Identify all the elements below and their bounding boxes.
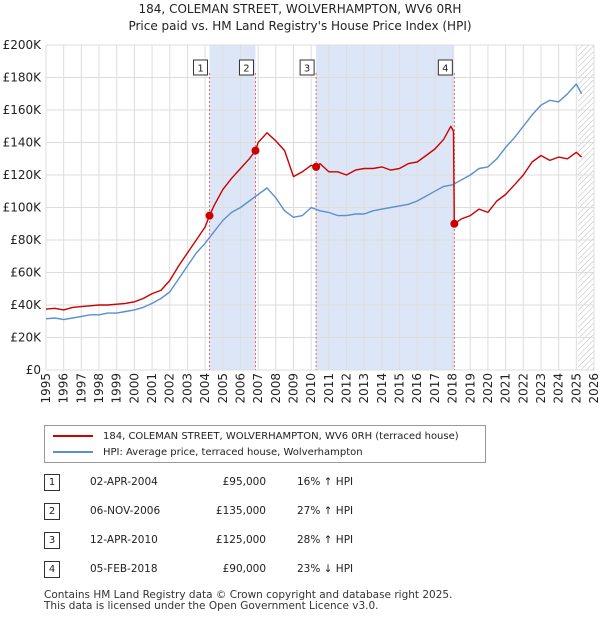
chart-title: 184, COLEMAN STREET, WOLVERHAMPTON, WV6 …	[138, 2, 462, 16]
sale-marker-label: 1	[197, 64, 203, 75]
sale-number: 4	[44, 561, 60, 578]
sale-date: 02-APR-2004	[90, 476, 158, 488]
footer: Contains HM Land Registry data © Crown c…	[44, 590, 452, 612]
sale-hpi-change: 16% ↑ HPI	[297, 476, 354, 488]
hpi-line	[45, 83, 583, 321]
sale-number: 1	[44, 474, 60, 491]
footer-copyright: Contains HM Land Registry data © Crown c…	[44, 589, 453, 601]
y-tick-label: £20K	[10, 331, 42, 345]
x-tick-label: 1998	[92, 373, 106, 404]
x-tick-label: 2025	[569, 373, 583, 404]
y-tick-label: £100K	[3, 201, 43, 215]
sale-number: 2	[44, 503, 60, 520]
y-tick-label: £0	[26, 363, 41, 377]
sale-point	[450, 219, 459, 228]
sale-point	[205, 211, 214, 220]
x-tick-label: 2021	[499, 373, 513, 404]
sale-hpi-change: 23% ↓ HPI	[297, 563, 354, 575]
sale-price: £90,000	[222, 563, 266, 575]
sale-date: 05-FEB-2018	[90, 563, 158, 575]
x-tick-label: 2014	[375, 373, 389, 404]
x-tick-label: 2003	[180, 373, 194, 404]
chart-area: 1 2 3 4 £0 £20K £40K £60K £80K £100K £120K £140K £16…	[3, 38, 600, 404]
x-tick-label: 2015	[393, 373, 407, 404]
footer-licence: This data is licensed under the Open Gov…	[44, 600, 379, 612]
x-tick-label: 2001	[145, 373, 159, 404]
x-tick-label: 2016	[410, 373, 424, 404]
y-tick-label: £40K	[10, 298, 42, 312]
y-tick-label: £60K	[10, 266, 42, 280]
sale-date: 12-APR-2010	[90, 534, 158, 546]
sale-marker-label: 4	[442, 64, 448, 75]
x-tick-label: 2002	[163, 373, 177, 404]
legend-label-hpi: HPI: Average price, terraced house, Wolv…	[103, 446, 363, 458]
y-tick-label: £80K	[10, 233, 42, 247]
y-tick-label: £160K	[3, 103, 43, 117]
chart-subtitle: Price paid vs. HM Land Registry's House …	[128, 19, 472, 33]
sale-hpi-change: 28% ↑ HPI	[297, 534, 354, 546]
x-tick-label: 2005	[216, 373, 230, 404]
x-tick-label: 2000	[127, 373, 141, 404]
legend-item-property: 184, COLEMAN STREET, WOLVERHAMPTON, WV6 …	[53, 428, 459, 444]
x-tick-label: 2013	[357, 373, 371, 404]
legend-item-hpi: HPI: Average price, terraced house, Wolv…	[53, 444, 363, 460]
sale-number: 3	[44, 532, 60, 549]
x-tick-label: 2008	[269, 373, 283, 404]
y-tick-label: £200K	[3, 38, 43, 52]
x-tick-label: 2026	[587, 373, 600, 404]
sale-price: £135,000	[215, 505, 266, 517]
x-tick-label: 2012	[340, 373, 354, 404]
legend-swatch-property	[53, 435, 93, 437]
sale-hpi-change: 27% ↑ HPI	[297, 505, 354, 517]
legend-swatch-hpi	[53, 451, 93, 453]
x-tick-label: 2007	[251, 373, 265, 404]
sale-point	[251, 146, 260, 155]
sale-point	[312, 162, 321, 171]
x-tick-label: 1995	[39, 373, 53, 404]
x-tick-label: 2020	[481, 373, 495, 404]
x-tick-label: 2006	[233, 373, 247, 404]
sale-marker-box	[193, 59, 209, 76]
sale-price: £95,000	[222, 476, 266, 488]
sale-marker-box	[437, 59, 453, 76]
legend-label-property: 184, COLEMAN STREET, WOLVERHAMPTON, WV6 …	[103, 430, 459, 442]
x-tick-label: 2019	[463, 373, 477, 404]
x-tick-label: 2009	[286, 373, 300, 404]
x-tick-label: 1997	[74, 373, 88, 404]
y-tick-label: £180K	[3, 71, 43, 85]
y-tick-label: £120K	[3, 168, 43, 182]
x-tick-label: 2004	[198, 373, 212, 404]
sale-marker-label: 2	[243, 64, 249, 75]
sale-price: £125,000	[215, 534, 266, 546]
sale-marker-box	[238, 59, 254, 76]
x-tick-label: 2010	[304, 373, 318, 404]
sale-date: 06-NOV-2006	[90, 505, 161, 517]
sale-marker-box	[299, 59, 315, 76]
x-tick-label: 2018	[446, 373, 460, 404]
x-tick-label: 2022	[516, 373, 530, 404]
x-tick-label: 2023	[534, 373, 548, 404]
legend: 184, COLEMAN STREET, WOLVERHAMPTON, WV6 …	[44, 425, 486, 463]
x-tick-label: 2024	[552, 373, 566, 404]
x-tick-label: 1999	[110, 373, 124, 404]
x-tick-label: 2011	[322, 373, 336, 404]
x-tick-label: 1996	[57, 373, 71, 404]
y-tick-label: £140K	[3, 136, 43, 150]
x-tick-label: 2017	[428, 373, 442, 404]
sale-marker-label: 3	[304, 64, 310, 75]
